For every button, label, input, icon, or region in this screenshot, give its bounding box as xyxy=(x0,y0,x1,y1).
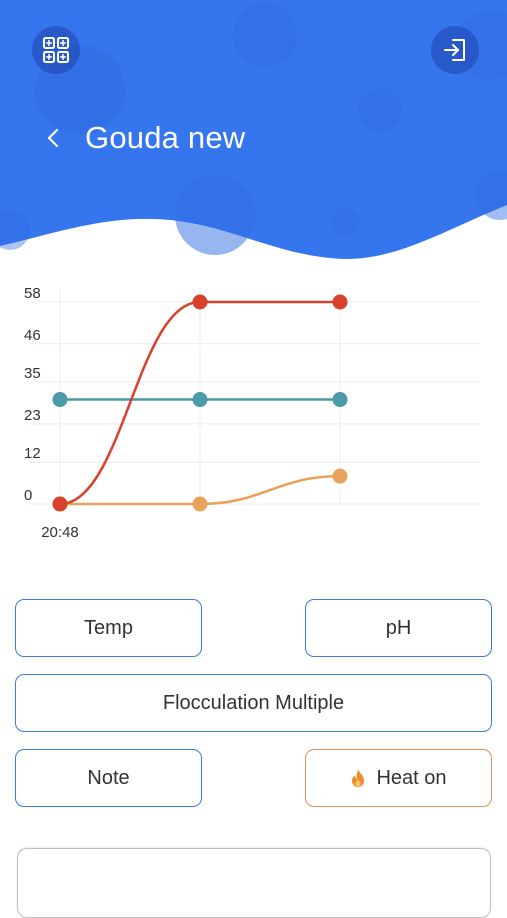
line-chart: 0 12 23 35 46 58 20:48 xyxy=(24,285,480,541)
data-point xyxy=(192,392,208,408)
data-point xyxy=(332,294,348,310)
y-tick-label: 46 xyxy=(24,327,41,344)
header: Gouda new xyxy=(0,0,507,265)
x-tick-label: 20:48 xyxy=(41,524,79,541)
flocculation-button-label: Flocculation Multiple xyxy=(162,691,345,714)
data-point xyxy=(52,392,68,408)
header-background xyxy=(0,0,507,259)
flocculation-multiple-button[interactable]: Flocculation Multiple xyxy=(15,674,492,732)
logout-icon xyxy=(444,39,465,61)
temp-button[interactable]: Temp xyxy=(15,599,202,657)
back-button[interactable] xyxy=(38,120,68,156)
y-tick-label: 0 xyxy=(24,487,32,504)
y-tick-label: 12 xyxy=(24,445,41,462)
heat-on-button[interactable]: Heat on xyxy=(305,749,492,807)
logout-button[interactable] xyxy=(431,26,479,74)
grid-menu-button[interactable] xyxy=(32,26,80,74)
y-tick-label: 35 xyxy=(24,365,41,382)
data-point xyxy=(192,294,208,310)
data-point xyxy=(332,392,348,408)
data-point xyxy=(332,468,348,484)
flame-icon xyxy=(350,768,366,788)
grid-icon xyxy=(43,37,69,63)
page-title: Gouda new xyxy=(85,120,246,155)
heat-button-label: Heat on xyxy=(376,766,447,789)
series-line xyxy=(59,300,340,506)
note-button-label: Note xyxy=(87,766,130,789)
ph-button-label: pH xyxy=(385,616,412,639)
chevron-left-icon xyxy=(47,128,59,148)
ph-button[interactable]: pH xyxy=(305,599,492,657)
data-point xyxy=(52,496,68,512)
data-point xyxy=(192,496,208,512)
y-tick-label: 23 xyxy=(24,407,41,424)
note-button[interactable]: Note xyxy=(15,749,202,807)
y-tick-label: 58 xyxy=(24,285,41,302)
notes-textarea[interactable] xyxy=(17,848,491,918)
temp-button-label: Temp xyxy=(84,616,133,639)
chart: 0 12 23 35 46 58 20:48 xyxy=(0,270,507,550)
